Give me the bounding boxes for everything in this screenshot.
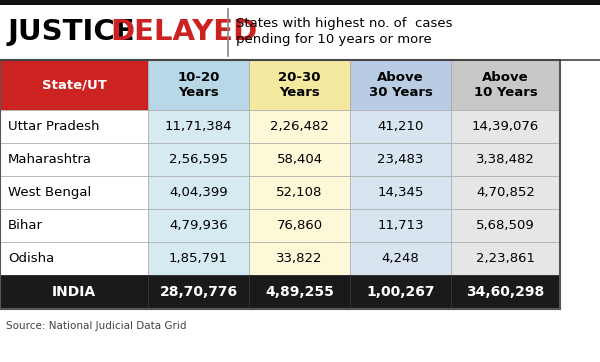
Bar xyxy=(0,110,148,143)
Bar xyxy=(249,242,350,275)
Bar xyxy=(148,110,249,143)
Bar xyxy=(451,143,560,176)
Text: 4,04,399: 4,04,399 xyxy=(169,186,228,199)
Text: 2,23,861: 2,23,861 xyxy=(476,252,535,265)
Text: Odisha: Odisha xyxy=(8,252,54,265)
Bar xyxy=(0,242,148,275)
Bar xyxy=(0,143,148,176)
Text: 14,345: 14,345 xyxy=(377,186,424,199)
Text: Maharashtra: Maharashtra xyxy=(8,153,92,166)
Text: State/UT: State/UT xyxy=(41,79,106,92)
Text: States with highest no. of  cases
pending for 10 years or more: States with highest no. of cases pending… xyxy=(236,17,452,46)
Text: West Bengal: West Bengal xyxy=(8,186,91,199)
Bar xyxy=(0,60,148,110)
Bar xyxy=(350,110,451,143)
Bar xyxy=(350,60,451,110)
Bar xyxy=(350,209,451,242)
Bar xyxy=(249,176,350,209)
Text: 11,71,384: 11,71,384 xyxy=(165,120,232,133)
Text: 76,860: 76,860 xyxy=(277,219,323,232)
Bar xyxy=(249,143,350,176)
Bar xyxy=(451,242,560,275)
Text: 58,404: 58,404 xyxy=(277,153,323,166)
Bar xyxy=(451,60,560,110)
Text: Uttar Pradesh: Uttar Pradesh xyxy=(8,120,100,133)
Bar xyxy=(249,275,350,309)
Bar xyxy=(148,275,249,309)
Bar xyxy=(249,60,350,110)
Text: 1,00,267: 1,00,267 xyxy=(366,285,435,299)
Bar xyxy=(148,143,249,176)
Bar xyxy=(0,5,600,60)
Bar xyxy=(249,209,350,242)
Bar xyxy=(0,60,560,309)
Text: 2,56,595: 2,56,595 xyxy=(169,153,228,166)
Text: 52,108: 52,108 xyxy=(277,186,323,199)
Text: 3,38,482: 3,38,482 xyxy=(476,153,535,166)
Text: JUSTICE: JUSTICE xyxy=(8,18,146,46)
Text: 1,85,791: 1,85,791 xyxy=(169,252,228,265)
Bar xyxy=(0,209,148,242)
Text: 4,248: 4,248 xyxy=(382,252,419,265)
Bar xyxy=(0,275,148,309)
Text: 5,68,509: 5,68,509 xyxy=(476,219,535,232)
Bar xyxy=(350,275,451,309)
Text: 33,822: 33,822 xyxy=(276,252,323,265)
Text: 23,483: 23,483 xyxy=(377,153,424,166)
Text: 20-30
Years: 20-30 Years xyxy=(278,71,321,99)
Bar xyxy=(148,60,249,110)
Bar xyxy=(451,209,560,242)
Bar xyxy=(451,110,560,143)
Bar xyxy=(148,209,249,242)
Bar xyxy=(451,275,560,309)
Text: 11,713: 11,713 xyxy=(377,219,424,232)
Text: 34,60,298: 34,60,298 xyxy=(466,285,545,299)
Text: Source: National Judicial Data Grid: Source: National Judicial Data Grid xyxy=(6,321,187,331)
Bar xyxy=(451,176,560,209)
Text: 4,79,936: 4,79,936 xyxy=(169,219,228,232)
Text: 2,26,482: 2,26,482 xyxy=(270,120,329,133)
Bar xyxy=(0,0,600,5)
Bar xyxy=(148,176,249,209)
Text: 28,70,776: 28,70,776 xyxy=(160,285,238,299)
Text: 4,89,255: 4,89,255 xyxy=(265,285,334,299)
Bar xyxy=(249,110,350,143)
Text: 4,70,852: 4,70,852 xyxy=(476,186,535,199)
Bar xyxy=(350,242,451,275)
Text: Above
10 Years: Above 10 Years xyxy=(473,71,538,99)
Text: INDIA: INDIA xyxy=(52,285,96,299)
Text: Above
30 Years: Above 30 Years xyxy=(368,71,433,99)
Text: 14,39,076: 14,39,076 xyxy=(472,120,539,133)
Bar xyxy=(350,176,451,209)
Bar xyxy=(148,242,249,275)
Text: Bihar: Bihar xyxy=(8,219,43,232)
Bar xyxy=(350,143,451,176)
Text: 41,210: 41,210 xyxy=(377,120,424,133)
Bar xyxy=(0,176,148,209)
Text: 10-20
Years: 10-20 Years xyxy=(178,71,220,99)
Text: DELAYED: DELAYED xyxy=(110,18,257,46)
